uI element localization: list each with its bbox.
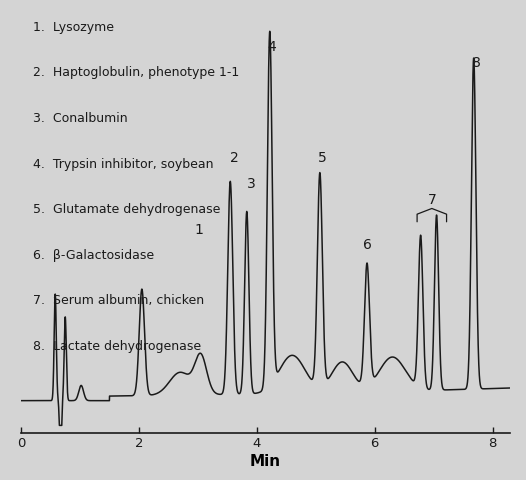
Text: 3.  Conalbumin: 3. Conalbumin xyxy=(33,112,128,125)
Text: 1: 1 xyxy=(195,223,204,237)
Text: 5.  Glutamate dehydrogenase: 5. Glutamate dehydrogenase xyxy=(33,203,220,216)
Text: 7.  Serum albumin, chicken: 7. Serum albumin, chicken xyxy=(33,294,205,308)
Text: 4: 4 xyxy=(267,40,276,54)
Text: 5: 5 xyxy=(318,151,327,165)
X-axis label: Min: Min xyxy=(250,455,281,469)
Text: 1.  Lysozyme: 1. Lysozyme xyxy=(33,21,114,34)
Text: 3: 3 xyxy=(247,177,255,192)
Text: 2: 2 xyxy=(230,151,239,165)
Text: 7: 7 xyxy=(428,192,437,206)
Text: 6: 6 xyxy=(363,238,372,252)
Text: 4.  Trypsin inhibitor, soybean: 4. Trypsin inhibitor, soybean xyxy=(33,157,214,170)
Text: 8.  Lactate dehydrogenase: 8. Lactate dehydrogenase xyxy=(33,340,201,353)
Text: 6.  β-Galactosidase: 6. β-Galactosidase xyxy=(33,249,155,262)
Text: 2.  Haptoglobulin, phenotype 1-1: 2. Haptoglobulin, phenotype 1-1 xyxy=(33,66,239,79)
Text: 8: 8 xyxy=(472,56,480,70)
